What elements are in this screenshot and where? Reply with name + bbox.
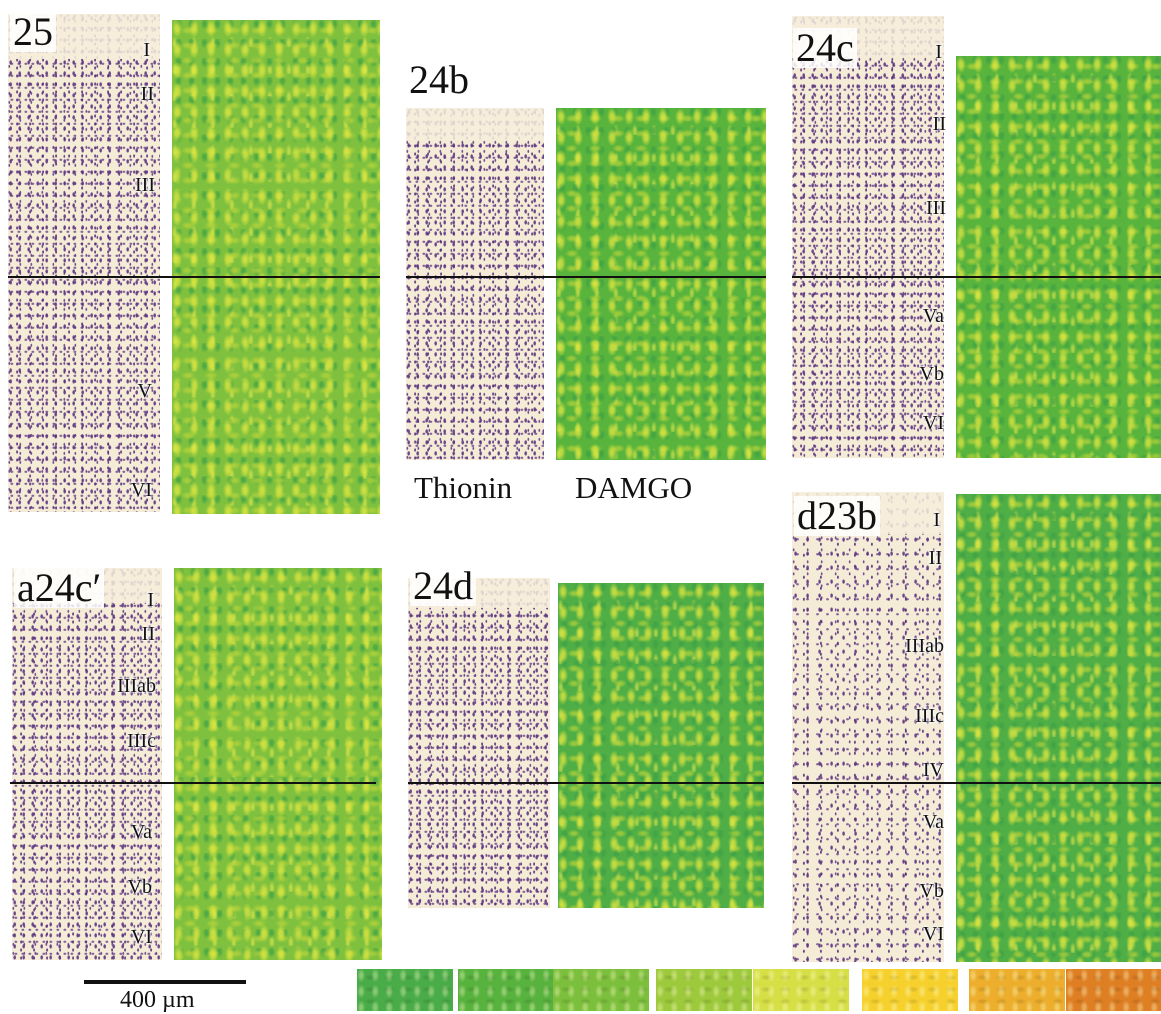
layer-label: V [137,380,152,402]
region-label-a24c-prime: a24c′ [14,568,105,608]
color-scale-swatch [553,969,649,1011]
layer-label: Vb [919,880,944,902]
layer-label: Va [922,305,944,327]
region-label-24d: 24d [410,566,476,606]
thionin-panel-25 [8,14,160,512]
layer-label: IIIab [117,675,156,697]
layer-label: I [143,39,150,61]
layer-boundary-line-24b [406,276,766,278]
color-scale-swatch [969,969,1065,1011]
region-label-24b: 24b [409,57,469,102]
layer-boundary-line-d23b [792,782,1161,784]
layer-label: Va [922,811,944,833]
layer-label: IIIc [127,730,156,752]
thionin-panel-24b [406,108,544,460]
damgo-panel-a24c-prime [174,568,382,960]
thionin-panel-a24c-prime [12,568,162,960]
layer-boundary-line-a24c-prime [10,782,376,784]
damgo-panel-24b [556,108,766,460]
thionin-panel-24d [408,578,550,908]
layer-label: VI [922,412,944,434]
region-label-24c: 24c [793,28,857,68]
thionin-panel-24c [792,16,944,458]
scale-bar-label: 400 µm [120,987,195,1013]
region-label-d23b: d23b [794,496,880,536]
layer-label: IV [922,759,944,781]
damgo-panel-25 [172,20,380,514]
layer-label: VI [130,479,152,501]
color-scale-swatch [1066,969,1161,1011]
color-scale-swatch [862,969,958,1011]
layer-boundary-line-24d [408,782,764,784]
layer-label: II [141,623,155,645]
layer-boundary-line-25 [8,276,380,278]
damgo-panel-24d [558,583,764,908]
color-scale-swatch [656,969,752,1011]
layer-label: Vb [919,363,944,385]
layer-label: II [928,547,942,569]
layer-boundary-line-24c [792,276,1161,278]
layer-label: VI [922,923,944,945]
color-scale-swatch [458,969,554,1011]
color-scale-swatch [753,969,849,1011]
layer-label: III [135,174,155,196]
region-label-25: 25 [10,12,56,52]
layer-label: I [147,589,154,611]
layer-label: Va [130,821,152,843]
layer-label: I [933,509,940,531]
stain-label-thionin: Thionin [414,470,513,505]
layer-label: II [140,83,154,105]
layer-label: I [935,41,942,63]
layer-label: Vb [127,876,152,898]
scale-bar [84,980,246,984]
layer-label: IIIc [915,705,944,727]
layer-label: IIIab [905,635,944,657]
damgo-panel-24c [956,56,1161,458]
layer-label: III [926,197,946,219]
stain-label-damgo: DAMGO [575,470,693,505]
color-scale-swatch [357,969,453,1011]
damgo-panel-d23b [956,494,1161,962]
layer-label: II [932,113,946,135]
layer-label: VI [130,926,152,948]
